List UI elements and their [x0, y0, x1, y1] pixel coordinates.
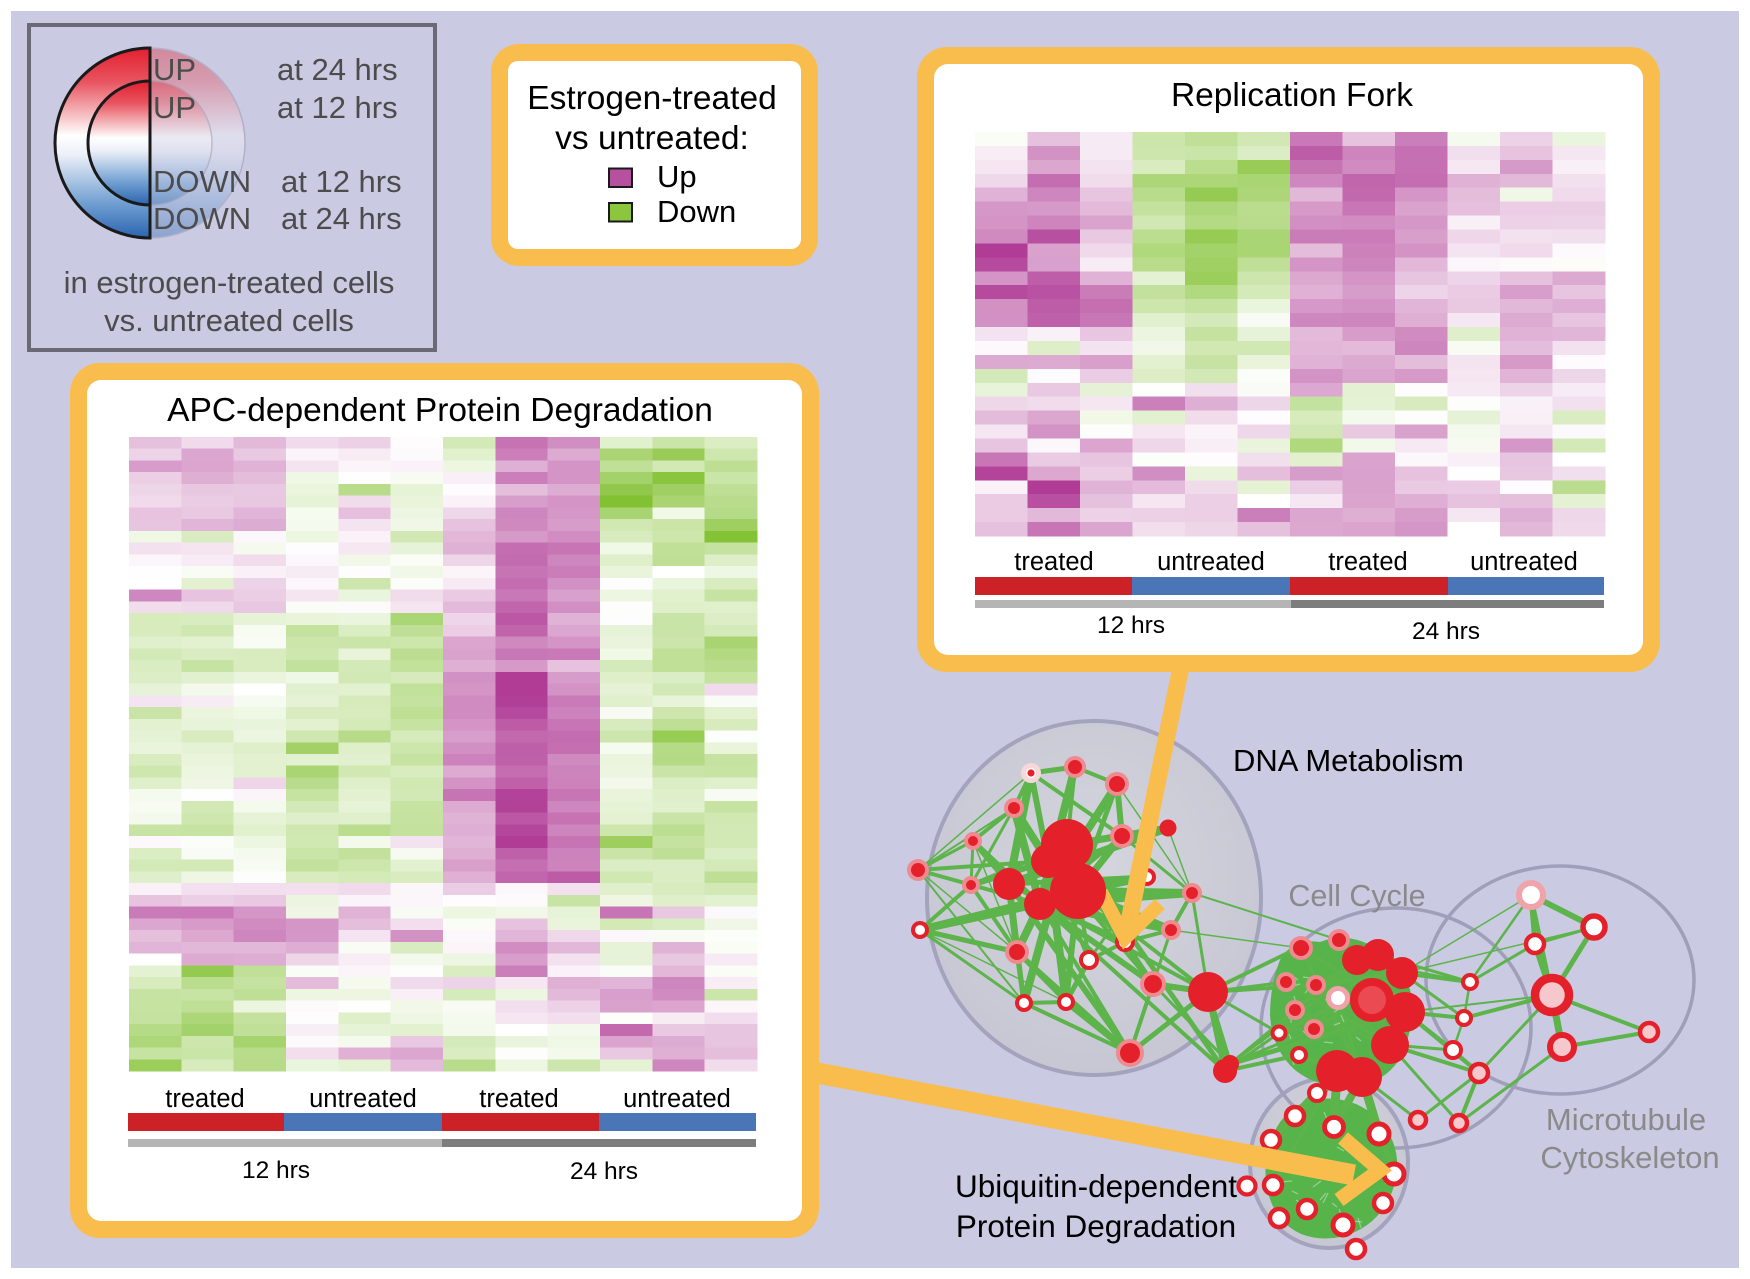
svg-text:Up: Up [657, 159, 697, 194]
svg-text:untreated: untreated [309, 1085, 417, 1113]
svg-text:treated: treated [479, 1085, 558, 1113]
svg-text:Microtubule: Microtubule [1546, 1102, 1706, 1137]
svg-text:DOWN: DOWN [153, 164, 251, 199]
svg-text:UP: UP [153, 90, 196, 125]
svg-text:DNA Metabolism: DNA Metabolism [1233, 743, 1464, 778]
svg-text:UP: UP [153, 52, 196, 87]
svg-text:vs untreated:: vs untreated: [555, 120, 749, 157]
svg-text:12 hrs: 12 hrs [1097, 612, 1165, 639]
svg-text:DOWN: DOWN [153, 201, 251, 236]
svg-text:in estrogen-treated cells: in estrogen-treated cells [64, 265, 395, 300]
svg-text:24 hrs: 24 hrs [570, 1158, 638, 1185]
svg-text:untreated: untreated [1470, 548, 1578, 576]
svg-text:treated: treated [1328, 548, 1407, 576]
svg-text:untreated: untreated [1157, 548, 1265, 576]
svg-text:at 24 hrs: at 24 hrs [277, 52, 398, 87]
svg-text:at 24 hrs: at 24 hrs [281, 201, 402, 236]
svg-text:at 12 hrs: at 12 hrs [281, 164, 402, 199]
svg-text:treated: treated [165, 1085, 244, 1113]
svg-text:Protein Degradation: Protein Degradation [956, 1208, 1236, 1244]
svg-text:at 12 hrs: at 12 hrs [277, 90, 398, 125]
svg-text:Estrogen-treated: Estrogen-treated [527, 80, 777, 117]
svg-text:Replication Fork: Replication Fork [1171, 77, 1413, 114]
svg-text:Down: Down [657, 194, 736, 229]
svg-text:Cytoskeleton: Cytoskeleton [1540, 1140, 1719, 1175]
svg-text:24 hrs: 24 hrs [1412, 618, 1480, 645]
svg-text:Cell Cycle: Cell Cycle [1288, 879, 1425, 913]
svg-text:vs. untreated cells: vs. untreated cells [104, 303, 354, 338]
svg-text:12 hrs: 12 hrs [242, 1157, 310, 1184]
svg-text:untreated: untreated [623, 1085, 731, 1113]
svg-text:APC-dependent Protein Degradat: APC-dependent Protein Degradation [167, 392, 713, 429]
svg-text:Ubiquitin-dependent: Ubiquitin-dependent [955, 1168, 1237, 1204]
svg-text:treated: treated [1014, 548, 1093, 576]
